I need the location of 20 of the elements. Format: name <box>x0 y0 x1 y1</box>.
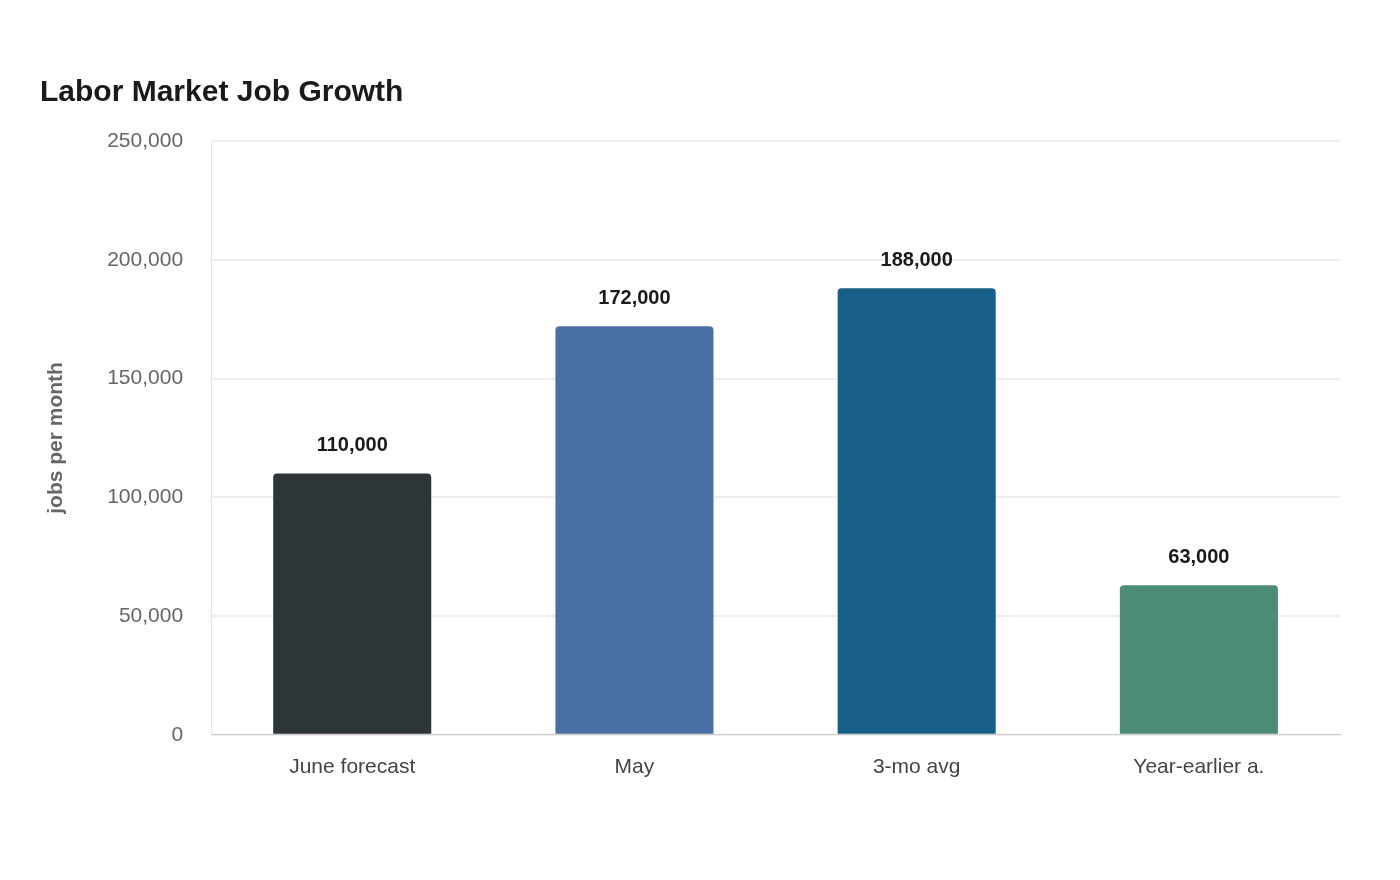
y-tick-label: 100,000 <box>107 484 184 508</box>
data-label: 110,000 <box>316 433 388 456</box>
y-tick-label: 150,000 <box>107 365 184 389</box>
data-label: 63,000 <box>1168 544 1230 567</box>
y-tick-label: 0 <box>171 721 184 745</box>
x-tick-label: Year-earlier a. <box>1133 754 1265 778</box>
x-tick-label: June forecast <box>289 754 416 778</box>
y-axis-title: jobs per month <box>43 362 67 515</box>
bar <box>1119 585 1278 734</box>
chart-title: Labor Market Job Growth <box>40 74 404 108</box>
data-label: 188,000 <box>880 247 953 270</box>
bar <box>837 288 996 734</box>
y-tick-label: 250,000 <box>107 127 184 151</box>
y-tick-label: 200,000 <box>107 246 184 270</box>
bar <box>273 473 432 734</box>
x-tick-label: 3-mo avg <box>872 754 961 778</box>
y-tick-label: 50,000 <box>118 602 184 626</box>
bar <box>555 326 714 734</box>
data-label: 172,000 <box>598 285 671 308</box>
x-tick-label: May <box>614 754 655 778</box>
